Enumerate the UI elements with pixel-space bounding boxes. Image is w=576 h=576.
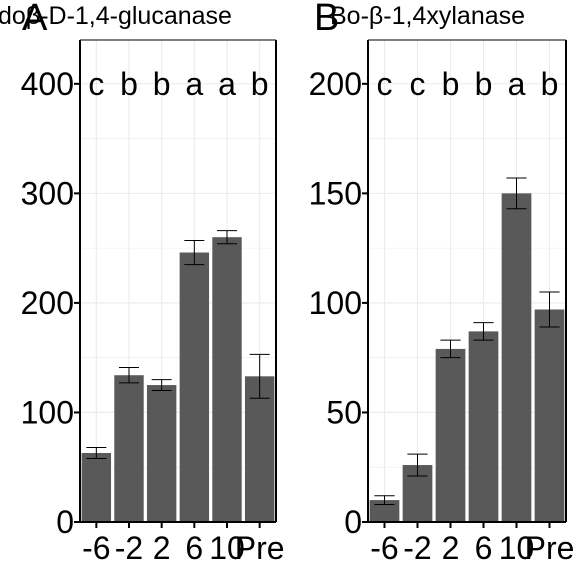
- significance-label: a: [508, 66, 526, 102]
- x-tick-label: Pre: [525, 530, 575, 566]
- significance-label: b: [251, 66, 269, 102]
- bar: [535, 309, 565, 522]
- significance-label: c: [410, 66, 426, 102]
- significance-label: a: [185, 66, 203, 102]
- significance-label: b: [541, 66, 559, 102]
- y-tick-label: 200: [309, 66, 362, 102]
- y-tick-label: 0: [56, 504, 74, 540]
- bar: [502, 193, 532, 522]
- y-tick-label: 50: [326, 394, 362, 430]
- x-tick-label: Pre: [235, 530, 285, 566]
- x-tick-label: 2: [153, 530, 171, 566]
- bar: [212, 237, 241, 522]
- panel-b-title: Bo-β-1,4xylanase: [330, 2, 525, 30]
- significance-label: a: [218, 66, 236, 102]
- y-tick-label: 400: [21, 66, 74, 102]
- x-tick-label: -6: [370, 530, 398, 566]
- bar: [114, 375, 143, 522]
- y-tick-label: 150: [309, 175, 362, 211]
- bar: [436, 349, 466, 522]
- significance-label: b: [120, 66, 138, 102]
- panel-b: B Bo-β-1,4xylanase c c b b a b050100150200-6-…: [309, 0, 575, 566]
- x-tick-label: -6: [82, 530, 110, 566]
- x-tick-label: 6: [475, 530, 493, 566]
- bar: [147, 385, 176, 522]
- significance-label: b: [442, 66, 460, 102]
- y-tick-label: 300: [21, 175, 74, 211]
- significance-label: b: [475, 66, 493, 102]
- y-tick-label: 200: [21, 285, 74, 321]
- significance-label: c: [88, 66, 104, 102]
- x-tick-label: 2: [442, 530, 460, 566]
- significance-label: c: [377, 66, 393, 102]
- panel-a: A doβ-D-1,4-glucanase c b b a a b010020030040…: [0, 0, 285, 566]
- bar: [180, 253, 209, 522]
- bar: [82, 453, 111, 522]
- bar: [469, 331, 499, 522]
- y-tick-label: 100: [309, 285, 362, 321]
- x-tick-label: -2: [115, 530, 143, 566]
- panel-a-title: doβ-D-1,4-glucanase: [0, 2, 232, 30]
- x-tick-label: 6: [185, 530, 203, 566]
- significance-label: b: [153, 66, 171, 102]
- x-tick-label: -2: [403, 530, 431, 566]
- y-tick-label: 100: [21, 394, 74, 430]
- y-tick-label: 0: [344, 504, 362, 540]
